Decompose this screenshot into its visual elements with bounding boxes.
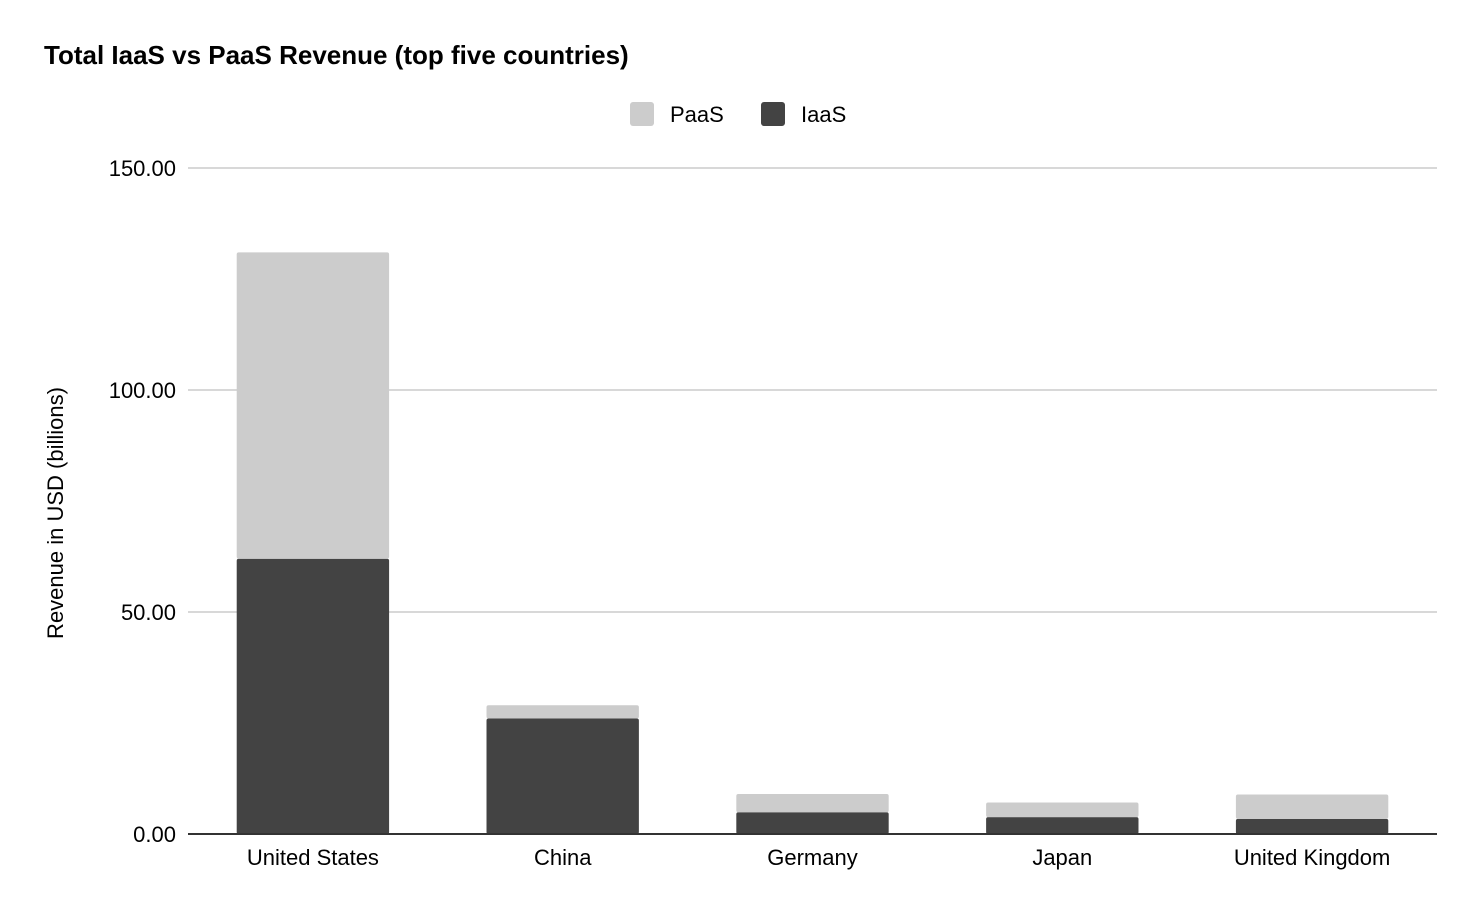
bar-segment-iaas <box>486 718 639 834</box>
x-tick-label: United Kingdom <box>1234 845 1391 870</box>
x-tick-label: Germany <box>767 845 857 870</box>
legend-swatch <box>761 102 785 126</box>
bar-segment-paas <box>1235 794 1389 819</box>
bar-stack <box>986 802 1139 834</box>
bar-segment-paas <box>986 802 1139 818</box>
y-axis-tick-labels: 0.00 50.00 100.00 150.00 <box>109 156 176 847</box>
x-axis-tick-labels: United States China Germany Japan United Kin… <box>247 845 1391 870</box>
bar-segment-iaas <box>1235 818 1389 834</box>
legend-label: PaaS <box>670 102 724 127</box>
y-tick-label: 0.00 <box>133 822 176 847</box>
bars <box>236 252 1389 834</box>
legend-item-paas: PaaS <box>630 102 724 127</box>
y-tick-label: 100.00 <box>109 378 176 403</box>
bar-segment-paas <box>236 252 390 559</box>
legend-label: IaaS <box>801 102 846 127</box>
x-tick-label: Japan <box>1032 845 1092 870</box>
legend-item-iaas: IaaS <box>761 102 846 127</box>
bar-stack <box>1235 794 1389 834</box>
bar-segment-iaas <box>986 817 1139 834</box>
bar-segment-iaas <box>236 558 390 834</box>
y-axis-label: Revenue in USD (billions) <box>43 387 68 639</box>
gridlines <box>188 167 1437 613</box>
bar-stack <box>486 705 639 834</box>
bar-segment-paas <box>736 794 889 813</box>
x-tick-label: United States <box>247 845 379 870</box>
legend-swatch <box>630 102 654 126</box>
y-tick-label: 50.00 <box>121 600 176 625</box>
bar-segment-iaas <box>736 812 889 834</box>
bar-stack <box>236 252 390 834</box>
y-tick-label: 150.00 <box>109 156 176 181</box>
bar-stack <box>736 794 889 834</box>
bar-segment-paas <box>486 705 639 719</box>
x-tick-label: China <box>534 845 592 870</box>
legend: PaaS IaaS <box>630 102 846 127</box>
chart-title: Total IaaS vs PaaS Revenue (top five cou… <box>44 40 629 70</box>
